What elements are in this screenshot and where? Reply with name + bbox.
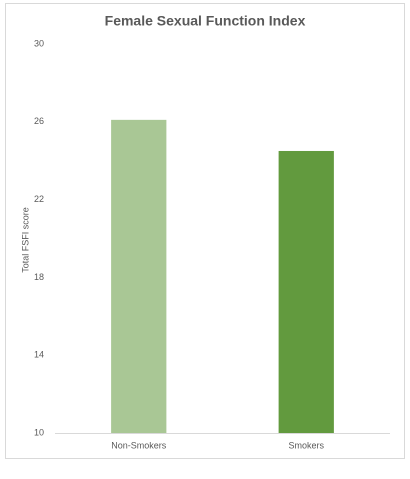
- bar: [111, 119, 167, 433]
- y-tick-label: 30: [34, 38, 44, 48]
- y-tick-label: 26: [34, 116, 44, 126]
- y-axis-label: Total FSFI score: [20, 207, 30, 273]
- x-tick-label: Non-Smokers: [111, 440, 167, 450]
- chart-title: Female Sexual Function Index: [105, 13, 306, 29]
- x-tick-label: Smokers: [288, 440, 324, 450]
- y-tick-label: 22: [34, 194, 44, 204]
- y-tick-label: 10: [34, 427, 44, 437]
- chart-frame: [5, 3, 405, 459]
- y-tick-label: 18: [34, 272, 44, 282]
- bar: [278, 150, 334, 433]
- y-tick-label: 14: [34, 350, 44, 360]
